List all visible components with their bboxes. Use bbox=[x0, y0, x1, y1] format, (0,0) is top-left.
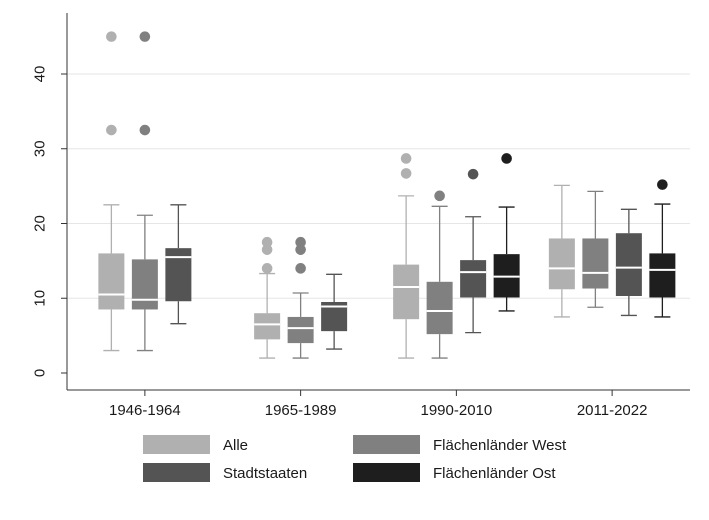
outlier-point bbox=[501, 153, 512, 164]
box-iqr bbox=[426, 281, 453, 335]
outlier-point bbox=[467, 168, 479, 180]
box-iqr bbox=[582, 238, 609, 289]
y-tick-label: 20 bbox=[31, 215, 48, 232]
box-iqr bbox=[649, 253, 676, 298]
box-iqr bbox=[165, 248, 192, 302]
axes: 0 10 20 30 40 1946-1964 1965-1989 1990-2010 2011… bbox=[31, 13, 690, 419]
legend-item: Flächenländer Ost bbox=[353, 463, 556, 482]
box-group bbox=[131, 31, 158, 352]
legend-label: Alle bbox=[223, 437, 248, 454]
outlier-point bbox=[400, 168, 412, 179]
outlier-point bbox=[295, 263, 306, 274]
outlier-point bbox=[261, 263, 273, 274]
x-tick-label: 1946-1964 bbox=[109, 402, 181, 419]
legend-swatch bbox=[353, 463, 420, 482]
boxes bbox=[98, 31, 676, 359]
gridlines bbox=[67, 73, 690, 299]
box-iqr bbox=[98, 253, 125, 310]
legend-swatch bbox=[353, 435, 420, 454]
y-tick-label: 30 bbox=[31, 140, 48, 157]
y-tick-label: 10 bbox=[31, 290, 48, 307]
box-group bbox=[649, 179, 676, 318]
legend-swatch bbox=[143, 463, 210, 482]
legend-swatch bbox=[143, 435, 210, 454]
box-group bbox=[321, 273, 348, 350]
box-iqr bbox=[131, 259, 158, 310]
legend-label: Flächenländer West bbox=[433, 437, 567, 454]
box-group bbox=[615, 208, 642, 317]
outlier-point bbox=[295, 236, 306, 248]
y-tick-label: 0 bbox=[31, 369, 48, 377]
outlier-point bbox=[106, 31, 117, 42]
legend-label: Flächenländer Ost bbox=[433, 465, 556, 482]
box-group bbox=[393, 153, 420, 359]
box-group bbox=[254, 236, 281, 359]
plot-area bbox=[67, 13, 690, 390]
outlier-point bbox=[139, 124, 151, 136]
outlier-point bbox=[400, 153, 412, 164]
box-group bbox=[493, 153, 520, 312]
outlier-point bbox=[261, 236, 273, 248]
legend-label: Stadtstaaten bbox=[223, 465, 307, 482]
outlier-point bbox=[261, 244, 273, 255]
outlier-point bbox=[106, 124, 117, 136]
box-iqr bbox=[287, 316, 314, 344]
box-group bbox=[98, 31, 125, 352]
legend-item: Stadtstaaten bbox=[143, 463, 307, 482]
outlier-point bbox=[139, 31, 151, 42]
legend-item: Flächenländer West bbox=[353, 435, 567, 454]
box-iqr bbox=[615, 233, 642, 297]
box-group bbox=[426, 190, 453, 359]
x-tick-label: 1990-2010 bbox=[421, 402, 493, 419]
box-group bbox=[548, 184, 575, 318]
y-tick-label: 40 bbox=[31, 66, 48, 83]
box-iqr bbox=[548, 238, 575, 290]
legend: Alle Flächenländer West Stadtstaaten Fläche… bbox=[143, 435, 567, 482]
box-group bbox=[460, 168, 487, 334]
legend-item: Alle bbox=[143, 435, 248, 454]
box-group bbox=[582, 190, 609, 308]
box-group bbox=[165, 204, 192, 325]
outlier-point bbox=[295, 244, 306, 255]
box-iqr bbox=[460, 260, 487, 298]
outlier-point bbox=[434, 190, 445, 202]
box-iqr bbox=[254, 313, 281, 340]
box-iqr bbox=[393, 264, 420, 320]
box-group bbox=[287, 236, 314, 359]
outlier-point bbox=[657, 179, 668, 190]
x-tick-label: 2011-2022 bbox=[577, 402, 648, 419]
x-tick-label: 1965-1989 bbox=[265, 402, 337, 419]
